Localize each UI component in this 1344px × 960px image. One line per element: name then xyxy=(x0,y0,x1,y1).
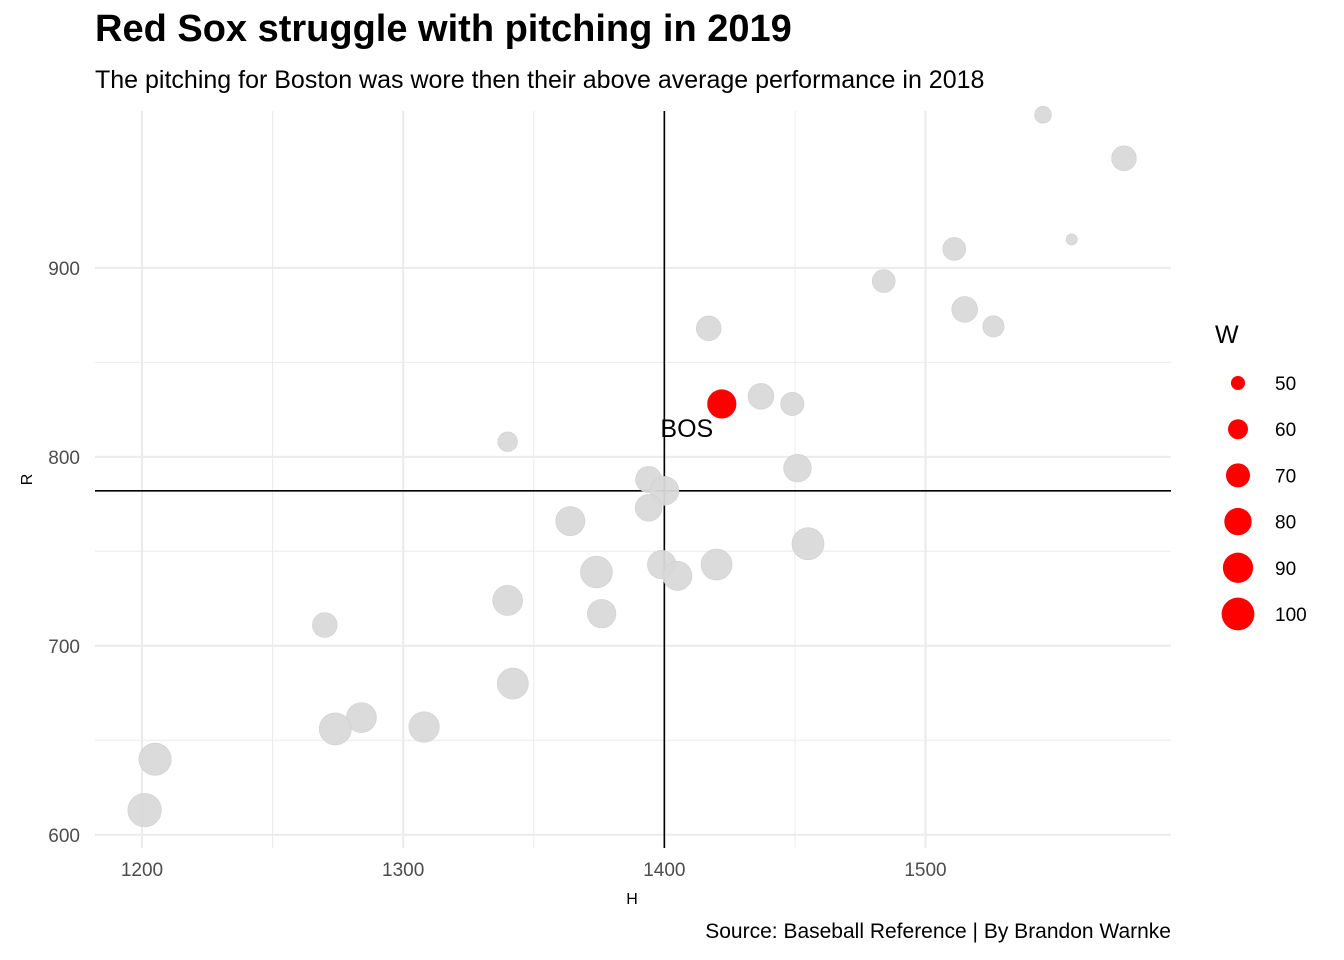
data-point xyxy=(555,506,586,536)
y-axis-title: R xyxy=(19,474,36,486)
data-point xyxy=(783,454,812,483)
data-point xyxy=(318,712,352,746)
chart-title: Red Sox struggle with pitching in 2019 xyxy=(95,8,792,50)
x-axis-title: H xyxy=(626,891,638,908)
legend-key xyxy=(1225,463,1251,488)
data-point xyxy=(408,711,440,743)
data-point xyxy=(696,315,722,342)
x-tick-label: 1200 xyxy=(121,860,163,881)
data-point xyxy=(662,561,693,591)
data-point xyxy=(492,585,523,616)
data-point xyxy=(580,555,613,589)
x-tick-label: 1300 xyxy=(382,860,424,881)
legend-key xyxy=(1221,597,1255,631)
legend-label: 80 xyxy=(1275,513,1296,534)
legend-label: 50 xyxy=(1275,374,1296,395)
data-point xyxy=(587,599,617,629)
data-point xyxy=(1111,145,1137,171)
legend-label: 100 xyxy=(1275,605,1307,626)
data-point xyxy=(791,527,825,561)
legend-key xyxy=(1230,375,1246,391)
legend-label: 70 xyxy=(1275,466,1296,487)
data-point xyxy=(312,612,338,638)
data-point xyxy=(497,667,529,700)
data-point xyxy=(780,391,805,416)
legend-key xyxy=(1224,507,1252,536)
annotation-layer: BOS xyxy=(660,415,713,443)
x-tick-label: 1400 xyxy=(643,860,685,881)
legend-key xyxy=(1222,552,1254,583)
grid-layer xyxy=(95,111,1171,848)
data-point xyxy=(982,315,1005,338)
size-legend: W 50 60 70 80 90 100 xyxy=(1215,321,1307,631)
chart-subtitle: The pitching for Boston was wore then th… xyxy=(95,66,985,94)
data-point xyxy=(700,548,733,581)
data-point xyxy=(497,431,518,452)
data-point xyxy=(747,383,775,410)
data-point xyxy=(634,494,663,522)
data-points xyxy=(127,106,1137,828)
x-tick-label: 1500 xyxy=(904,860,946,881)
chart-caption: Source: Baseball Reference | By Brandon … xyxy=(705,920,1171,943)
y-tick-label: 900 xyxy=(48,259,80,280)
reference-lines xyxy=(95,111,1171,848)
legend-label: 90 xyxy=(1275,559,1296,580)
data-point xyxy=(1034,106,1052,124)
legend-title: W xyxy=(1215,321,1239,349)
legend-key xyxy=(1228,419,1248,440)
y-tick-label: 700 xyxy=(48,637,80,658)
data-point xyxy=(127,793,162,828)
data-point xyxy=(871,269,896,293)
data-point xyxy=(138,742,172,776)
y-tick-label: 600 xyxy=(48,826,80,847)
y-tick-label: 800 xyxy=(48,448,80,469)
data-point xyxy=(951,296,978,323)
data-point xyxy=(942,237,967,261)
highlight-label: BOS xyxy=(660,415,713,443)
axis-ticks: 1200 1300 1400 1500 600 700 800 900 xyxy=(48,259,946,881)
legend-label: 60 xyxy=(1275,420,1296,441)
data-point xyxy=(1065,233,1078,246)
highlight-point xyxy=(707,389,737,419)
